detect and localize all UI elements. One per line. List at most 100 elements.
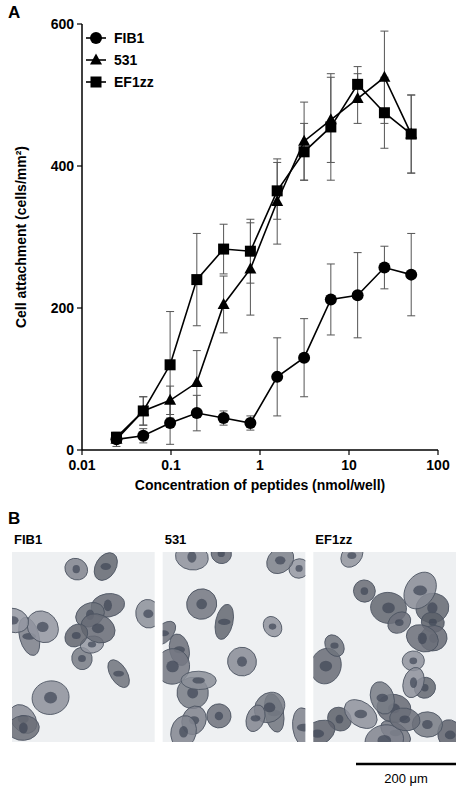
error-cap <box>300 180 308 181</box>
data-point <box>191 274 202 285</box>
error-cap <box>246 283 254 284</box>
data-point <box>405 128 417 139</box>
image-label: EF1zz <box>315 532 352 547</box>
error-cap <box>300 102 308 103</box>
nucleus <box>163 630 169 636</box>
image-background <box>163 552 306 742</box>
micrograph <box>148 540 318 751</box>
data-point <box>244 262 256 273</box>
nucleus <box>101 563 111 570</box>
error-cap <box>380 246 388 247</box>
legend-marker <box>90 32 102 44</box>
data-point <box>352 79 363 90</box>
image-background <box>313 552 456 742</box>
error-cap <box>220 273 228 274</box>
nucleus <box>72 632 81 639</box>
data-point <box>406 129 417 140</box>
data-point <box>244 417 256 429</box>
error-cap <box>139 428 147 429</box>
cell <box>243 702 269 734</box>
cell <box>259 613 285 640</box>
error-cap <box>220 425 228 426</box>
error-cap <box>220 410 228 411</box>
nucleus <box>196 599 207 609</box>
nucleus <box>78 655 86 662</box>
data-point <box>271 195 283 206</box>
error-cap <box>220 276 228 277</box>
cell <box>174 552 211 572</box>
error-cap <box>273 337 281 338</box>
error-cap <box>300 396 308 397</box>
data-point <box>298 135 310 146</box>
nucleus <box>88 642 96 648</box>
nucleus <box>269 624 276 630</box>
cell <box>207 552 235 568</box>
x-tick-label: 1 <box>256 457 264 473</box>
figure: A02004006000.010.1110100Concentration of… <box>0 0 468 792</box>
y-tick-label: 600 <box>51 16 75 32</box>
nucleus <box>320 661 333 672</box>
x-tick <box>170 450 171 455</box>
nucleus <box>336 715 344 724</box>
data-point <box>111 432 122 443</box>
cell <box>202 699 235 732</box>
data-point <box>191 376 203 387</box>
data-point <box>271 371 283 383</box>
nucleus <box>44 692 57 704</box>
plot-area <box>110 31 417 446</box>
cell <box>261 552 299 579</box>
data-point <box>352 289 364 301</box>
error-cap <box>327 334 335 335</box>
data-point <box>164 394 176 405</box>
y-axis-title: Cell attachment (cells/mm²) <box>13 146 29 328</box>
error-cap <box>139 425 147 426</box>
legend-label: 531 <box>114 52 138 68</box>
cell <box>339 694 383 735</box>
x-tick <box>259 450 260 455</box>
nucleus <box>113 671 124 677</box>
nucleus <box>361 587 369 595</box>
legend-entry: FIB1 <box>86 30 145 46</box>
cell <box>222 641 262 681</box>
nucleus <box>410 677 417 688</box>
nucleus <box>422 720 433 729</box>
legend-label: EF1zz <box>114 74 154 90</box>
legend-entry: EF1zz <box>86 74 154 90</box>
data-point <box>165 359 176 370</box>
data-point <box>164 417 176 429</box>
x-tick <box>81 450 82 455</box>
cell <box>12 714 40 742</box>
error-cap <box>273 415 281 416</box>
cell <box>60 619 92 651</box>
nucleus <box>377 735 391 742</box>
cell <box>61 554 92 584</box>
nucleus <box>187 552 196 563</box>
series-line <box>116 84 411 437</box>
error-cap <box>220 224 228 225</box>
nucleus <box>413 585 427 595</box>
cell <box>168 713 200 742</box>
data-point <box>218 244 229 255</box>
nucleus <box>104 599 112 611</box>
cell <box>181 671 217 690</box>
error-cap <box>246 219 254 220</box>
data-point <box>218 298 230 309</box>
cell <box>29 677 73 718</box>
error-cap <box>407 315 415 316</box>
data-point <box>137 404 149 415</box>
x-tick-label: 100 <box>426 457 450 473</box>
error-cap <box>193 350 201 351</box>
legend-label: FIB1 <box>114 30 145 46</box>
nucleus <box>179 726 188 737</box>
error-cap <box>220 332 228 333</box>
nucleus <box>237 657 247 667</box>
y-axis <box>81 24 83 450</box>
error-cap <box>327 180 335 181</box>
y-tick <box>77 307 82 308</box>
error-cap <box>139 442 147 443</box>
data-point <box>405 269 417 281</box>
panel-letter: A <box>8 3 20 22</box>
cell <box>103 656 133 691</box>
nucleus <box>445 731 456 740</box>
nucleus <box>377 694 389 702</box>
